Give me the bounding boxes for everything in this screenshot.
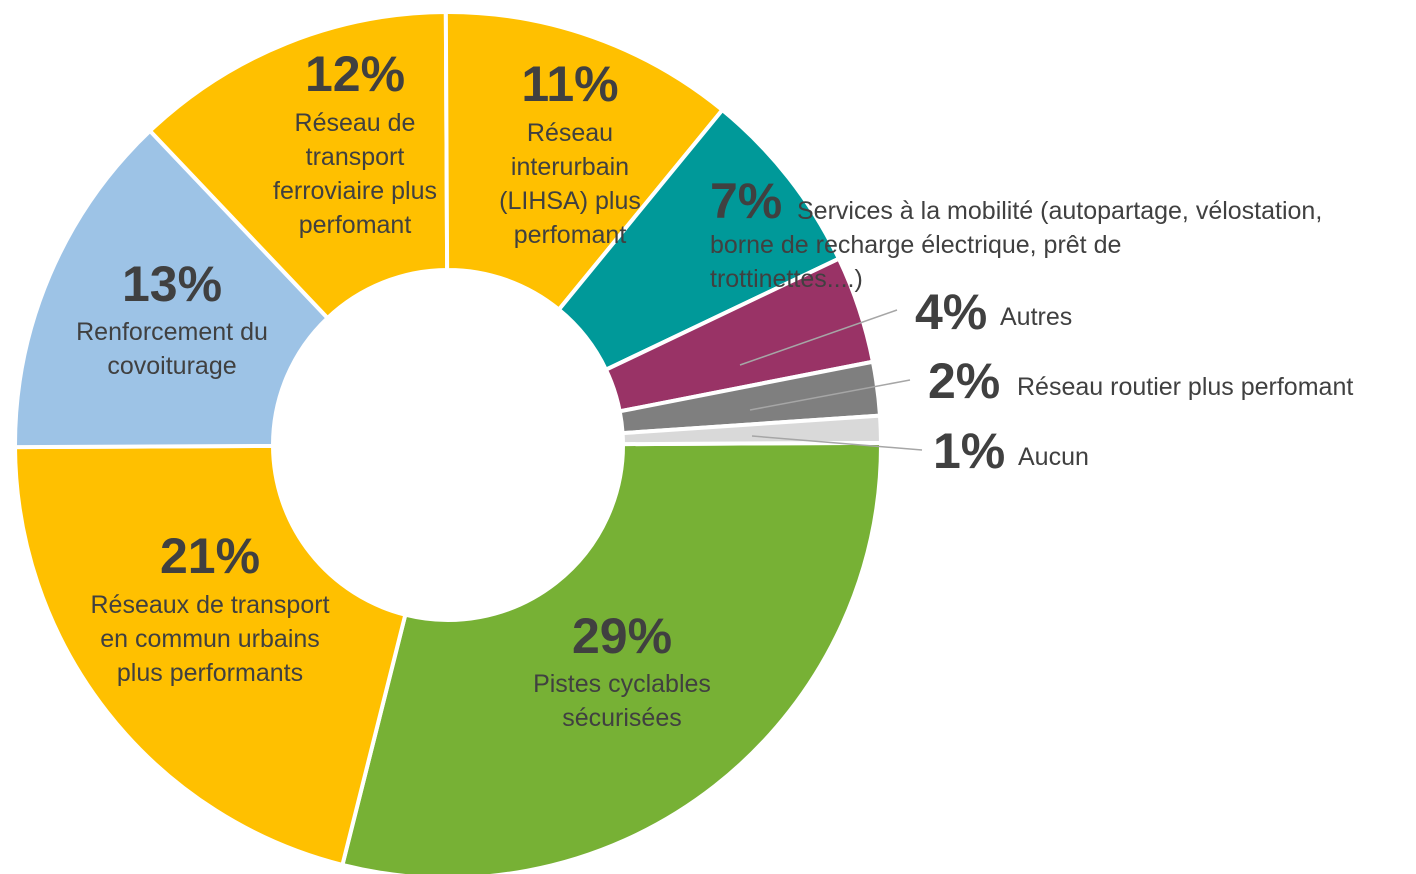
value-label: 29% [572,608,672,664]
slice [147,9,450,321]
category-label: Réseau routier plus perfomant [1017,373,1353,401]
leader-line [739,309,898,366]
slice [443,10,726,313]
category-label: Réseau interurbain (LIHSA) plus perfomant [499,119,641,249]
leader-line [749,379,911,411]
value-label: 7% [710,173,782,229]
category-label: Renforcement du covoiturage [76,318,268,380]
value-label: 11% [521,56,618,112]
category-label: Réseau de transport ferroviaire plus perfom… [273,109,437,239]
value-label: 13% [122,256,222,312]
value-label: 1% [933,423,1005,479]
slice [339,440,883,874]
value-label: 21% [160,528,260,584]
leader-line [751,435,923,451]
slice [13,128,331,450]
category-label: Aucun [1018,443,1089,471]
category-label: Réseaux de transport en commun urbains plu… [90,591,329,687]
category-label: Autres [1000,303,1072,331]
slice [12,443,408,868]
category-label: Pistes cyclables sécurisées [533,670,711,732]
slice [620,413,884,447]
value-label: 12% [305,46,405,102]
category-label: Services à la mobilité (autopartage, vél… [710,197,1322,293]
value-label: 4% [915,284,987,340]
value-label: 2% [928,353,1000,409]
